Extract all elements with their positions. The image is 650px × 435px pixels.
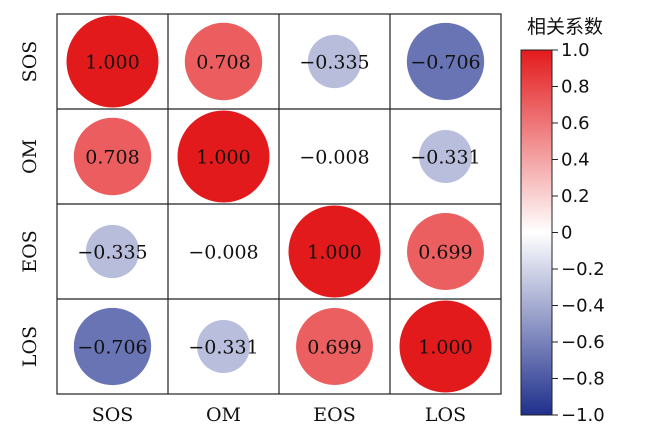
colorbar-tick-label: 0.2 (561, 186, 590, 207)
corr-value-label: 0.708 (85, 147, 139, 169)
corr-circle-eos-om (219, 247, 228, 256)
colorbar-gradient (520, 49, 553, 416)
colorbar-tick-label: 0.4 (561, 150, 590, 171)
x-tick-label: EOS (313, 404, 355, 426)
colorbar-tick-label: −0.6 (561, 332, 605, 353)
corr-value-label: 0.699 (307, 337, 361, 359)
corr-circle-sos-eos (307, 34, 362, 89)
colorbar-tick-label: −0.8 (561, 369, 605, 390)
corr-circle-om-los (419, 130, 472, 183)
corr-value-label: 1.000 (85, 52, 139, 74)
matrix-grid: 1.000 0.708 −0.335 −0.706 0.708 1.000 −0.008 −0… (56, 13, 502, 395)
corr-value-label: 1.000 (418, 337, 472, 359)
corr-value-label: −0.331 (410, 147, 480, 169)
corr-value-label: −0.335 (299, 52, 369, 74)
colorbar-tick-label: −1.0 (561, 405, 605, 426)
corr-circle-eos-los (407, 213, 484, 290)
corr-circle-los-om (197, 320, 250, 373)
corr-circle-om-sos (73, 117, 152, 196)
colorbar-tick-label: 1.0 (561, 40, 590, 61)
x-tick-label: LOS (425, 404, 466, 426)
y-tick-label: OM (19, 139, 41, 174)
colorbar-tick-label: −0.4 (561, 296, 605, 317)
corr-value-label: 1.000 (307, 242, 361, 264)
corr-circle-om-eos (330, 152, 339, 161)
corr-value-label: 0.708 (196, 52, 250, 74)
colorbar-tick-label: 0 (561, 223, 572, 244)
corr-circle-sos-om (184, 22, 263, 101)
colorbar-tick-label: 0.8 (561, 77, 590, 98)
colorbar-title: 相关系数 (527, 16, 603, 38)
axis-labels: SOS SOS OM OM EOS EOS LOS LOS (19, 41, 466, 426)
corr-value-label: −0.331 (188, 337, 258, 359)
corr-circle-los-eos (296, 308, 373, 385)
colorbar-tick-label: 0.6 (561, 113, 590, 134)
corr-circle-los-los (399, 300, 492, 393)
corr-value-label: −0.335 (77, 242, 147, 264)
corr-value-label: 0.699 (418, 242, 472, 264)
y-tick-label: LOS (19, 326, 41, 367)
corr-value-label: −0.706 (77, 337, 147, 359)
corr-value-label: −0.008 (188, 242, 258, 264)
corr-circle-eos-sos (85, 224, 140, 279)
x-tick-label: OM (206, 404, 241, 426)
corr-circle-los-sos (73, 307, 152, 386)
y-tick-label: EOS (19, 230, 41, 272)
corr-circle-om-om (177, 110, 270, 203)
corr-circle-sos-sos (66, 15, 159, 108)
y-tick-label: SOS (19, 41, 41, 83)
colorbar-tick-label: −0.2 (561, 259, 605, 280)
corr-value-label: 1.000 (196, 147, 250, 169)
corr-circle-eos-eos (288, 205, 381, 298)
corr-value-label: −0.008 (299, 147, 369, 169)
corr-circle-sos-los (406, 22, 485, 101)
corr-value-label: −0.706 (410, 52, 480, 74)
x-tick-label: SOS (92, 404, 134, 426)
